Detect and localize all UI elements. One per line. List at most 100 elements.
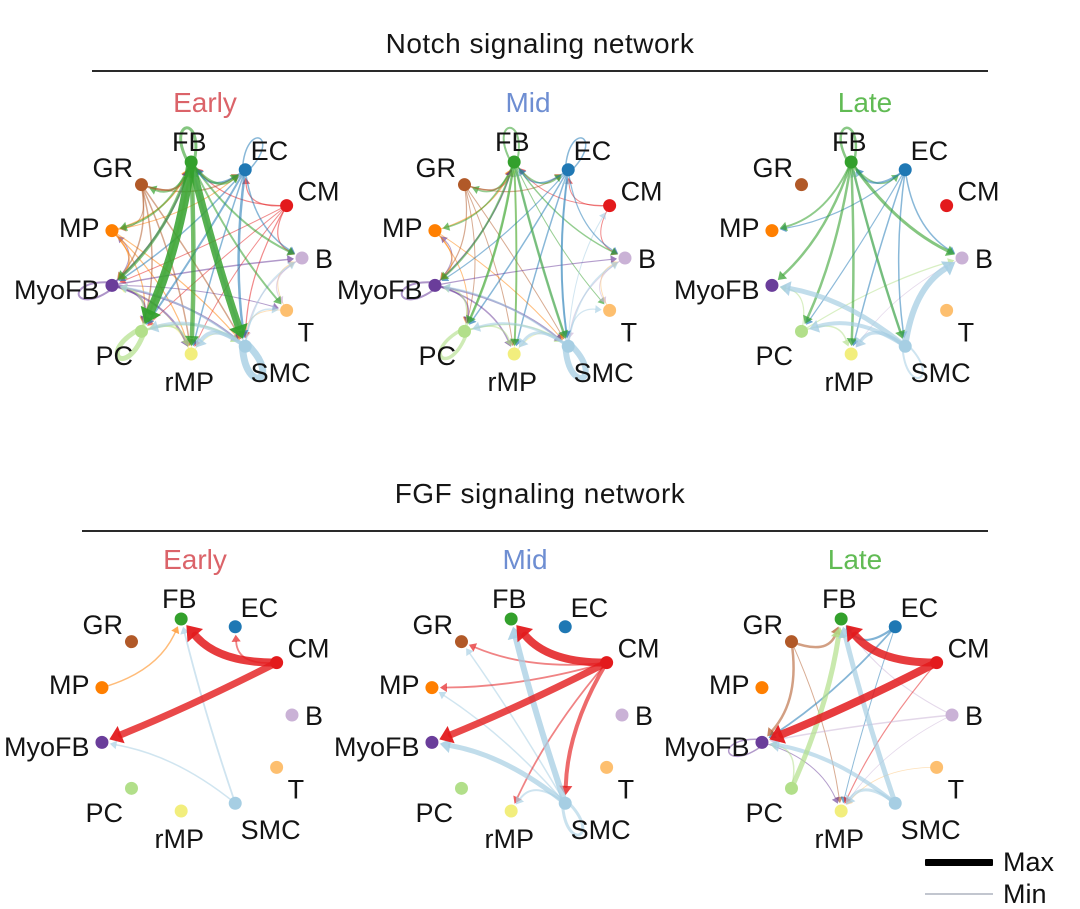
node-label-B: B — [638, 244, 656, 274]
edge-SMC-GR — [469, 652, 566, 805]
arrowhead-SMC-rMP — [518, 337, 529, 348]
network-notch-mid: B CM EC FB GR MP MyoFB PC rMP SMC T — [337, 126, 663, 397]
self-loop-FB — [179, 126, 198, 164]
edge-GR-PC — [463, 184, 476, 319]
node-dot-B — [955, 251, 969, 265]
legend-min-label: Min — [1003, 878, 1047, 909]
node-dot-PC — [794, 324, 808, 338]
edge-B-SMC — [569, 257, 626, 333]
node-dot-PC — [134, 324, 148, 338]
node-label-PC: PC — [755, 341, 793, 371]
self-loop-EC — [564, 137, 587, 172]
arrowhead-FB-B — [944, 245, 955, 256]
node-dot-PC — [457, 324, 471, 338]
node-label-PC: PC — [415, 798, 453, 828]
self-loop-PC — [114, 326, 147, 361]
node-label-EC: EC — [241, 593, 279, 623]
network-fgf-early: B CM EC FB GR MP MyoFB PC rMP SMC T — [4, 584, 330, 854]
node-dot-B — [615, 708, 629, 722]
arrowhead-FB-SMC — [229, 323, 248, 339]
node-label-GR: GR — [415, 153, 456, 183]
node-dot-MyoFB — [765, 278, 779, 292]
legend-row-max: Max — [925, 846, 1080, 878]
node-dot-CM — [600, 656, 614, 670]
node-dot-GR — [794, 178, 808, 192]
edge-CM-rMP — [516, 661, 608, 799]
node-dot-EC — [561, 163, 575, 177]
panel-label-mid: Mid — [502, 544, 548, 575]
node-dot-T — [600, 760, 614, 774]
edge-FB-T — [190, 160, 278, 300]
node-label-GR: GR — [92, 153, 133, 183]
node-label-CM: CM — [618, 634, 660, 664]
arrowhead-FB-EC — [553, 174, 562, 183]
arrowhead-SMC-PC — [149, 320, 160, 333]
node-dot-PC — [124, 781, 138, 795]
arrowhead-FB-MP — [442, 222, 451, 231]
node-label-CM: CM — [958, 177, 1000, 207]
node-label-MP: MP — [379, 670, 420, 700]
node-dot-CM — [280, 199, 294, 213]
panel-notch-early: Early B CM EC FB GR MP MyoFB PC rMP SMC T — [14, 87, 375, 422]
arrowhead-B-T — [599, 296, 607, 304]
edge-CM-FB — [521, 631, 611, 667]
edge-CM-SMC — [245, 204, 288, 333]
node-dot-FB — [844, 155, 858, 169]
node-label-CM: CM — [288, 634, 330, 664]
panel-label-early: Early — [173, 87, 237, 118]
edge-EC-B — [904, 168, 951, 251]
arrowhead-FB-rMP — [846, 338, 858, 347]
node-label-MP: MP — [709, 670, 750, 700]
node-dot-MP — [425, 681, 439, 695]
node-dot-EC — [888, 620, 902, 634]
edge-MyoFB-B — [434, 258, 612, 286]
edge-EC-PC — [149, 168, 247, 320]
node-label-MyoFB: MyoFB — [334, 732, 420, 762]
node-dot-FB — [174, 612, 188, 626]
node-label-FB: FB — [162, 584, 197, 614]
node-label-rMP: rMP — [155, 824, 205, 854]
edge-MyoFB-B — [111, 258, 289, 287]
node-dot-EC — [238, 163, 252, 177]
node-label-B: B — [305, 701, 323, 731]
edge-CM-MyoFB — [117, 659, 281, 739]
arrowhead-SMC-PC — [809, 319, 821, 333]
node-label-PC: PC — [85, 798, 123, 828]
edge-SMC-MyoFB — [115, 744, 236, 805]
max-weight-line — [925, 858, 993, 866]
arrowhead-SMC-B — [610, 262, 619, 270]
edge-CM-FB — [851, 631, 941, 667]
arrowhead-MP-FB — [171, 626, 180, 635]
arrowhead-CM-EC — [231, 634, 241, 642]
edge-CM-FB — [191, 631, 281, 667]
node-label-GR: GR — [752, 153, 793, 183]
edge-CM-B — [600, 205, 614, 252]
arrowhead-FB-rMP — [510, 338, 520, 347]
arrowhead-SMC-B — [287, 262, 296, 270]
node-label-T: T — [948, 774, 965, 804]
edge-FB-SMC — [187, 158, 243, 330]
node-dot-B — [285, 708, 299, 722]
node-label-rMP: rMP — [165, 367, 215, 397]
node-dot-PC — [784, 781, 798, 795]
panel-notch-late: Late B CM EC FB GR MP MyoFB PC rMP SMC T — [674, 88, 1035, 422]
node-label-MP: MP — [382, 213, 423, 243]
node-dot-MP — [755, 681, 769, 695]
node-label-MP: MP — [719, 213, 760, 243]
node-label-rMP: rMP — [825, 367, 875, 397]
node-dot-FB — [504, 612, 518, 626]
node-dot-EC — [558, 620, 572, 634]
node-dot-SMC — [558, 796, 572, 810]
legend-max-label: Max — [1003, 846, 1055, 877]
node-label-FB: FB — [832, 127, 867, 157]
node-dot-rMP — [184, 347, 198, 361]
arrowhead-SMC-T — [595, 305, 602, 314]
edge-B-MyoFB — [775, 714, 953, 741]
edge-FB-rMP — [513, 160, 518, 340]
arrowhead-SMC-rMP — [515, 795, 525, 805]
node-dot-CM — [603, 199, 617, 213]
notch-title-underline — [92, 70, 988, 72]
node-label-EC: EC — [571, 593, 609, 623]
self-loop-FB — [839, 126, 857, 164]
node-dot-T — [270, 760, 284, 774]
